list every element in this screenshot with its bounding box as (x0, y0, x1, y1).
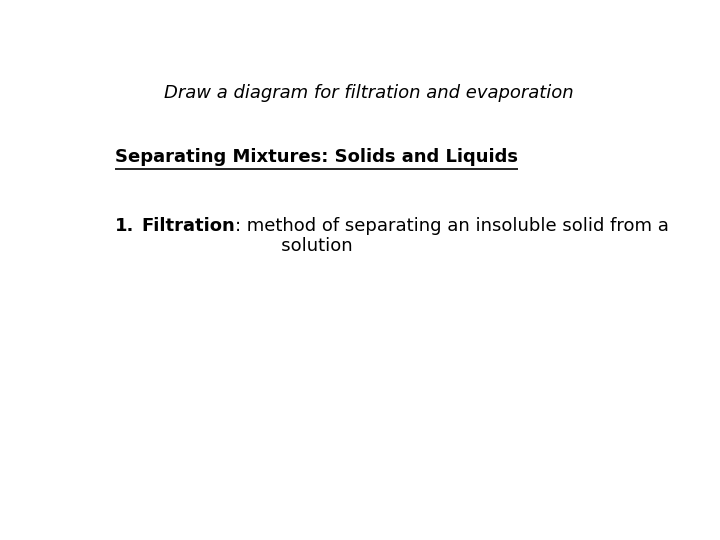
Text: Separating Mixtures: Solids and Liquids: Separating Mixtures: Solids and Liquids (115, 148, 518, 166)
Text: Filtration: Filtration (141, 217, 235, 234)
Text: :: : (235, 217, 241, 234)
Text: 1.: 1. (115, 217, 135, 234)
Text: Draw a diagram for filtration and evaporation: Draw a diagram for filtration and evapor… (164, 84, 574, 102)
Text: method of separating an insoluble solid from a
       solution: method of separating an insoluble solid … (241, 217, 669, 255)
